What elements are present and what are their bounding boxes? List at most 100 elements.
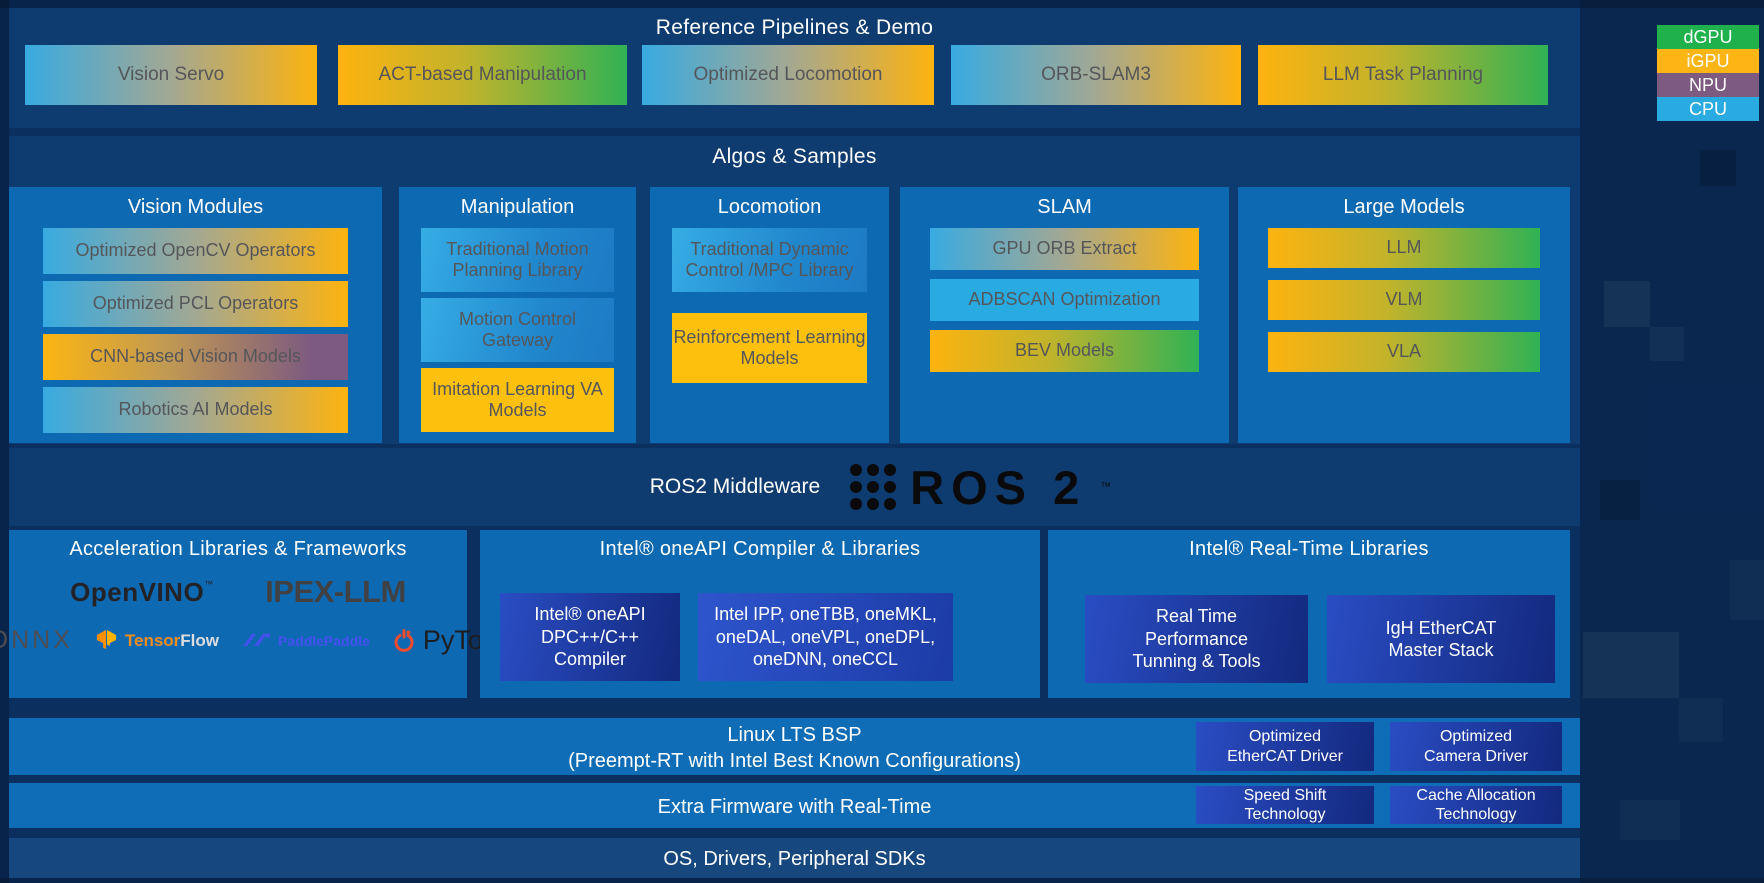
openvino-logo-text: OpenVINO	[70, 576, 205, 607]
column-title: Manipulation	[460, 196, 575, 218]
legend-item-cpu: CPU	[1657, 97, 1759, 121]
os-drivers-title: OS, Drivers, Peripheral SDKs	[663, 848, 926, 870]
ros2-dots-icon	[850, 464, 897, 510]
background-mosaic-square	[1700, 150, 1736, 186]
reference-pipelines-section: Reference Pipelines & Demo Vision Servo …	[9, 8, 1580, 128]
algo-box-label: Motion Control Gateway	[458, 308, 577, 350]
legend: dGPU iGPU NPU CPU	[1657, 25, 1759, 121]
algo-box-label: VLA	[1386, 341, 1422, 362]
column-title: SLAM	[1037, 196, 1092, 218]
pipeline-box-label: ACT-based Manipulation	[378, 64, 587, 86]
background-right-margin	[1580, 0, 1764, 883]
speed-shift-box: Speed Shift Technology	[1196, 786, 1374, 824]
algos-samples-section: Algos & Samples Vision Modules Optimized…	[9, 136, 1580, 444]
legend-label: iGPU	[1686, 50, 1730, 71]
optimized-camera-driver-box: Optimized Camera Driver	[1390, 722, 1562, 771]
legend-label: dGPU	[1683, 26, 1733, 47]
algo-box: CNN-based Vision Models	[43, 334, 348, 380]
linux-bsp-title-line2: (Preempt-RT with Intel Best Known Config…	[568, 750, 1021, 773]
legend-label: NPU	[1688, 74, 1727, 95]
oneapi-compiler-label: Intel® oneAPI DPC++/C++ Compiler	[534, 604, 646, 670]
column-slam: SLAM GPU ORB Extract ADBSCAN Optimizatio…	[900, 187, 1229, 443]
background-edge	[0, 0, 9, 883]
algo-box-label: Optimized OpenCV Operators	[75, 240, 316, 261]
algos-section-title: Algos & Samples	[712, 145, 877, 168]
algo-box-label: LLM	[1386, 237, 1422, 258]
background-mosaic-square	[1583, 632, 1679, 698]
linux-bsp-title-line1: Linux LTS BSP	[727, 724, 862, 746]
os-drivers-band: OS, Drivers, Peripheral SDKs	[9, 838, 1580, 878]
linux-bsp-title: Linux LTS BSP (Preempt-RT with Intel Bes…	[9, 722, 1580, 775]
tensorflow-logo-text: Tensor	[124, 630, 181, 650]
paddlepaddle-logo-text: PaddlePaddle	[278, 632, 370, 649]
optimized-ethercat-driver-box: Optimized EtherCAT Driver	[1196, 722, 1374, 771]
pipeline-box-label: Optimized Locomotion	[693, 64, 883, 86]
paddlepaddle-logo: PaddlePaddle	[241, 632, 370, 649]
ros2-logo: ROS 2 ™	[850, 464, 1111, 511]
background-mosaic-square	[1650, 327, 1684, 361]
algo-box: Optimized PCL Operators	[43, 281, 348, 327]
trademark-symbol: ™	[204, 578, 214, 589]
pipeline-box-optimized-locomotion: Optimized Locomotion	[642, 45, 934, 105]
algo-box-label: GPU ORB Extract	[992, 238, 1137, 259]
algo-box-label: Traditional Motion Planning Library	[446, 238, 589, 280]
column-title: Locomotion	[717, 196, 822, 218]
cache-allocation-label: Cache Allocation Technology	[1416, 786, 1536, 823]
algo-box-label: Imitation Learning VA Models	[432, 378, 603, 420]
extra-firmware-band: Extra Firmware with Real-Time Speed Shif…	[9, 783, 1580, 828]
legend-label: CPU	[1688, 98, 1727, 119]
optimized-camera-driver-label: Optimized Camera Driver	[1423, 728, 1528, 765]
realtime-panel-title: Intel® Real-Time Libraries	[1189, 538, 1429, 560]
algo-box: Reinforcement Learning Models	[672, 313, 867, 383]
oneapi-libraries-box: Intel IPP, oneTBB, oneMKL, oneDAL, oneVP…	[698, 593, 953, 681]
realtime-libraries-panel: Intel® Real-Time Libraries Real Time Per…	[1048, 530, 1570, 698]
algo-box-label: CNN-based Vision Models	[90, 346, 301, 367]
tensorflow-icon	[96, 629, 116, 650]
cache-allocation-box: Cache Allocation Technology	[1390, 786, 1562, 824]
column-title: Vision Modules	[127, 196, 264, 218]
ethercat-master-box: IgH EtherCAT Master Stack	[1327, 595, 1555, 683]
pipeline-box-orb-slam3: ORB-SLAM3	[951, 45, 1241, 105]
openvino-logo: OpenVINO™	[70, 577, 213, 608]
background-edge	[0, 878, 1764, 883]
onnx-logo-text: ONNX	[0, 626, 73, 654]
algo-box-label: ADBSCAN Optimization	[968, 289, 1161, 310]
algo-box-label: Robotics AI Models	[118, 399, 273, 420]
realtime-performance-box: Real Time Performance Tunning & Tools	[1085, 595, 1308, 683]
algo-box: BEV Models	[930, 330, 1199, 372]
column-large-models: Large Models LLM VLM VLA	[1238, 187, 1570, 443]
ipex-llm-logo: IPEX-LLM	[265, 574, 406, 609]
pytorch-icon	[394, 628, 414, 652]
algo-box: LLM	[1268, 228, 1540, 268]
pipeline-box-vision-servo: Vision Servo	[25, 45, 317, 105]
pipeline-box-act-manipulation: ACT-based Manipulation	[338, 45, 627, 105]
acceleration-panel-title: Acceleration Libraries & Frameworks	[69, 538, 407, 560]
oneapi-compiler-box: Intel® oneAPI DPC++/C++ Compiler	[500, 593, 680, 681]
oneapi-panel: Intel® oneAPI Compiler & Libraries Intel…	[480, 530, 1040, 698]
pipeline-box-label: ORB-SLAM3	[1041, 64, 1151, 86]
pipeline-box-llm-task-planning: LLM Task Planning	[1258, 45, 1548, 105]
ros2-wordmark: ROS 2	[910, 460, 1087, 514]
algo-box: Traditional Dynamic Control /MPC Library	[672, 228, 867, 292]
algo-box: Motion Control Gateway	[421, 298, 614, 362]
algo-box: Robotics AI Models	[43, 387, 348, 433]
background-mosaic-square	[1730, 560, 1764, 620]
acceleration-libraries-panel: Acceleration Libraries & Frameworks Open…	[0, 530, 520, 698]
algo-box: GPU ORB Extract	[930, 228, 1199, 270]
legend-item-dgpu: dGPU	[1657, 25, 1759, 49]
algo-box: Imitation Learning VA Models	[421, 368, 614, 432]
linux-bsp-band: Linux LTS BSP (Preempt-RT with Intel Bes…	[9, 718, 1580, 775]
tensorflow-logo-text2: Flow	[180, 630, 220, 650]
column-title: Large Models	[1343, 196, 1465, 218]
reference-section-title: Reference Pipelines & Demo	[655, 16, 934, 39]
pipeline-box-label: Vision Servo	[117, 64, 225, 86]
paddlepaddle-icon	[243, 633, 271, 646]
pipeline-box-label: LLM Task Planning	[1322, 64, 1484, 86]
column-manipulation: Manipulation Traditional Motion Planning…	[399, 187, 636, 443]
extra-firmware-title: Extra Firmware with Real-Time	[657, 796, 932, 818]
tensorflow-logo: TensorFlow	[95, 629, 219, 652]
optimized-ethercat-driver-label: Optimized EtherCAT Driver	[1227, 728, 1343, 765]
algo-box: ADBSCAN Optimization	[930, 279, 1199, 321]
ros2-middleware-label: ROS2 Middleware	[649, 475, 821, 498]
background-mosaic-square	[1679, 698, 1723, 742]
